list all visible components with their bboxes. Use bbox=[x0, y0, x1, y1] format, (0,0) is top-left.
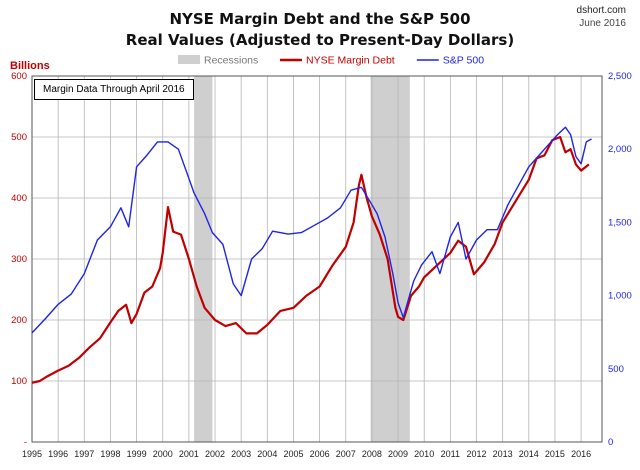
legend-swatch-recessions bbox=[178, 55, 200, 64]
chart-subtitle: Real Values (Adjusted to Present-Day Dol… bbox=[125, 31, 515, 49]
x-tick-label: 2011 bbox=[441, 449, 460, 459]
x-tick-label: 2015 bbox=[545, 449, 565, 459]
x-tick-label: 1998 bbox=[100, 449, 120, 459]
legend-label: NYSE Margin Debt bbox=[306, 55, 395, 67]
x-tick-label: 2007 bbox=[336, 449, 356, 459]
y-left-tick-label: - bbox=[24, 437, 27, 448]
y-left-tick-label: 300 bbox=[11, 254, 27, 265]
x-tick-label: 2000 bbox=[153, 449, 173, 459]
x-axis-ticks: 1995 1996 1997 1998 1999 2000 2001 2002 2003 2004… bbox=[22, 449, 591, 459]
x-tick-label: 1997 bbox=[74, 449, 94, 459]
series-line-sp500 bbox=[31, 126, 592, 334]
y-right-tick-label: 2,000 bbox=[608, 144, 632, 155]
y-axis-left-ticks: - 100 200 300 400 500 600 bbox=[11, 71, 27, 448]
y-right-tick-label: 1,500 bbox=[608, 217, 632, 228]
series-lines bbox=[31, 126, 592, 384]
grid-lines bbox=[32, 76, 602, 442]
x-tick-label: 2016 bbox=[571, 449, 591, 459]
legend-label: S&P 500 bbox=[443, 55, 484, 67]
x-tick-label: 2001 bbox=[179, 449, 199, 459]
y-right-tick-label: 500 bbox=[608, 364, 624, 375]
x-tick-label: 2009 bbox=[388, 449, 408, 459]
x-tick-label: 1999 bbox=[127, 449, 147, 459]
y-right-tick-label: 2,500 bbox=[608, 71, 632, 82]
x-tick-label: 1995 bbox=[22, 449, 42, 459]
x-tick-label: 2014 bbox=[519, 449, 539, 459]
y-axis-right-ticks: 0 500 1,000 1,500 2,000 2,500 bbox=[608, 71, 632, 448]
x-tick-label: 1996 bbox=[48, 449, 68, 459]
y-left-tick-label: 400 bbox=[11, 193, 27, 204]
x-tick-label: 2012 bbox=[466, 449, 486, 459]
y-left-tick-label: 200 bbox=[11, 315, 27, 326]
x-tick-label: 2005 bbox=[283, 449, 303, 459]
x-tick-label: 2006 bbox=[310, 449, 330, 459]
y-axis-left-label: Billions bbox=[10, 60, 50, 72]
x-tick-label: 2013 bbox=[493, 449, 513, 459]
source-label: dshort.com bbox=[576, 5, 626, 16]
x-tick-label: 2002 bbox=[205, 449, 225, 459]
y-left-tick-label: 100 bbox=[11, 376, 27, 387]
y-right-tick-label: 1,000 bbox=[608, 291, 632, 302]
plot-frame bbox=[31, 75, 603, 443]
x-tick-label: 2008 bbox=[362, 449, 382, 459]
x-tick-label: 2004 bbox=[257, 449, 277, 459]
chart-title: NYSE Margin Debt and the S&P 500 bbox=[169, 10, 471, 28]
x-tick-label: 2003 bbox=[231, 449, 251, 459]
x-tick-label: 2010 bbox=[414, 449, 434, 459]
date-label: June 2016 bbox=[579, 18, 626, 29]
y-left-tick-label: 600 bbox=[11, 71, 27, 82]
y-left-tick-label: 500 bbox=[11, 132, 27, 143]
legend: Recessions NYSE Margin Debt S&P 500 bbox=[178, 55, 484, 67]
series-line-margin-debt bbox=[31, 135, 590, 384]
legend-label: Recessions bbox=[204, 55, 258, 67]
y-right-tick-label: 0 bbox=[608, 437, 613, 448]
annotation-box: Margin Data Through April 2016 bbox=[34, 79, 194, 100]
